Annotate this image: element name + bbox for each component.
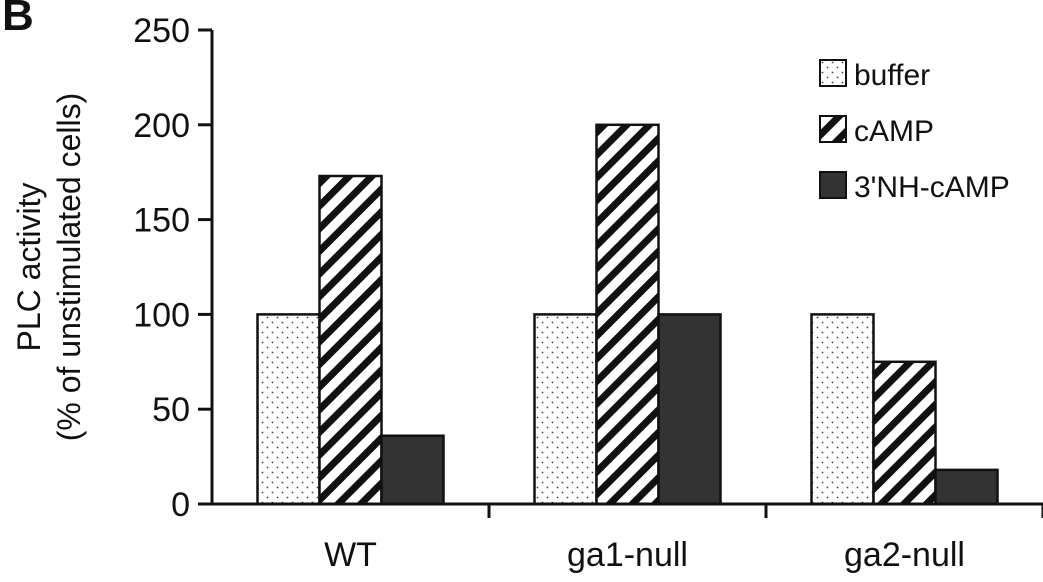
legend-swatch xyxy=(819,59,847,87)
y-tick-label: 100 xyxy=(133,296,190,334)
x-category-label: ga1-null xyxy=(567,536,688,574)
x-axis-labels: WT ga1-null ga2-null xyxy=(324,536,965,574)
legend-swatch xyxy=(819,171,847,199)
y-tick-label: 200 xyxy=(133,107,190,145)
y-axis-title: PLC activity (% of unstimulated cells) xyxy=(11,93,87,442)
y-axis-title-line1: PLC activity xyxy=(11,183,47,352)
bar-buffer-wt xyxy=(256,313,321,506)
y-tick-label: 0 xyxy=(171,486,190,524)
legend-label: cAMP xyxy=(854,115,934,148)
y-axis-ticks: 0 50 100 150 200 250 xyxy=(133,12,212,524)
bar-buffer-ga2-null xyxy=(810,313,875,506)
y-tick-label: 250 xyxy=(133,12,190,50)
x-axis-ticks xyxy=(487,504,1043,518)
bar-3nhcamp-ga2-null xyxy=(934,468,999,506)
x-category-label: ga2-null xyxy=(844,536,965,574)
y-tick-label: 150 xyxy=(133,202,190,240)
y-axis-title-line2: (% of unstimulated cells) xyxy=(51,93,87,442)
bar-buffer-ga1-null xyxy=(533,313,598,506)
bar-3nhcamp-wt xyxy=(380,434,445,506)
bar-3nhcamp-ga1-null xyxy=(657,313,722,506)
bar-camp-ga2-null xyxy=(872,360,937,506)
legend-label: 3'NH-cAMP xyxy=(854,171,1010,204)
bar-camp-wt xyxy=(318,174,383,506)
legend: buffer cAMP 3'NH-cAMP xyxy=(819,59,1010,204)
bars xyxy=(256,123,999,506)
bar-camp-ga1-null xyxy=(595,123,660,506)
legend-label: buffer xyxy=(854,59,930,92)
legend-swatch xyxy=(819,115,847,143)
panel-label: B xyxy=(2,0,34,40)
x-category-label: WT xyxy=(324,536,377,574)
y-tick-label: 50 xyxy=(152,391,190,429)
